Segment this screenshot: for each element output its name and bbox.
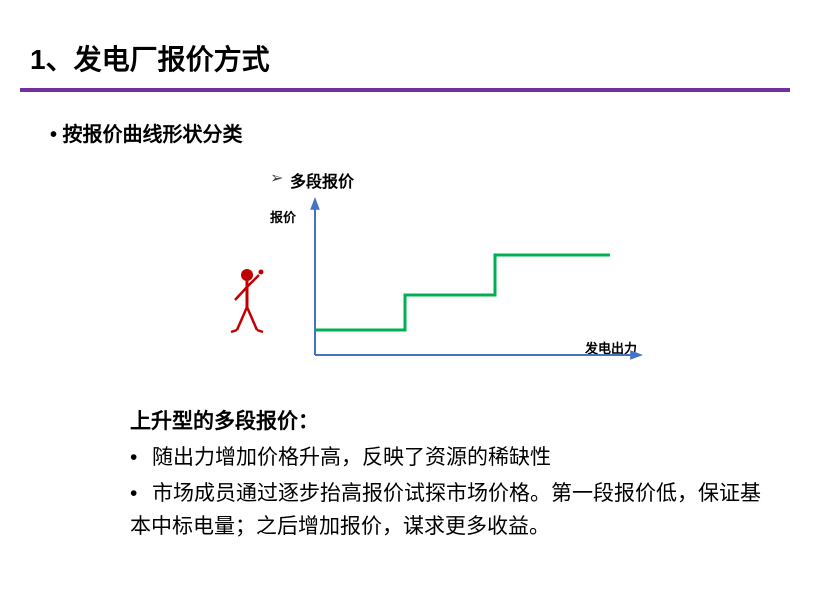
section-label: 多段报价 (290, 168, 354, 192)
slide-title: 1、发电厂报价方式 (30, 38, 270, 78)
title-underline (20, 88, 790, 92)
curve-type-title: 上升型的多段报价： (130, 405, 319, 435)
bullet-point-2: •市场成员通过逐步抬高报价试探市场价格。第一段报价低，保证基本中标电量；之后增加… (130, 478, 770, 543)
bullet-text-2: 市场成员通过逐步抬高报价试探市场价格。第一段报价低，保证基本中标电量；之后增加报… (130, 482, 761, 538)
bullet-text-1: 随出力增加价格升高，反映了资源的稀缺性 (152, 446, 551, 469)
bullet-point-1: •随出力增加价格升高，反映了资源的稀缺性 (130, 442, 750, 474)
step-chart (215, 195, 645, 375)
figure-icon (225, 265, 270, 340)
section-marker: ➢ (270, 168, 283, 188)
slide-subtitle: • 按报价曲线形状分类 (50, 118, 243, 147)
